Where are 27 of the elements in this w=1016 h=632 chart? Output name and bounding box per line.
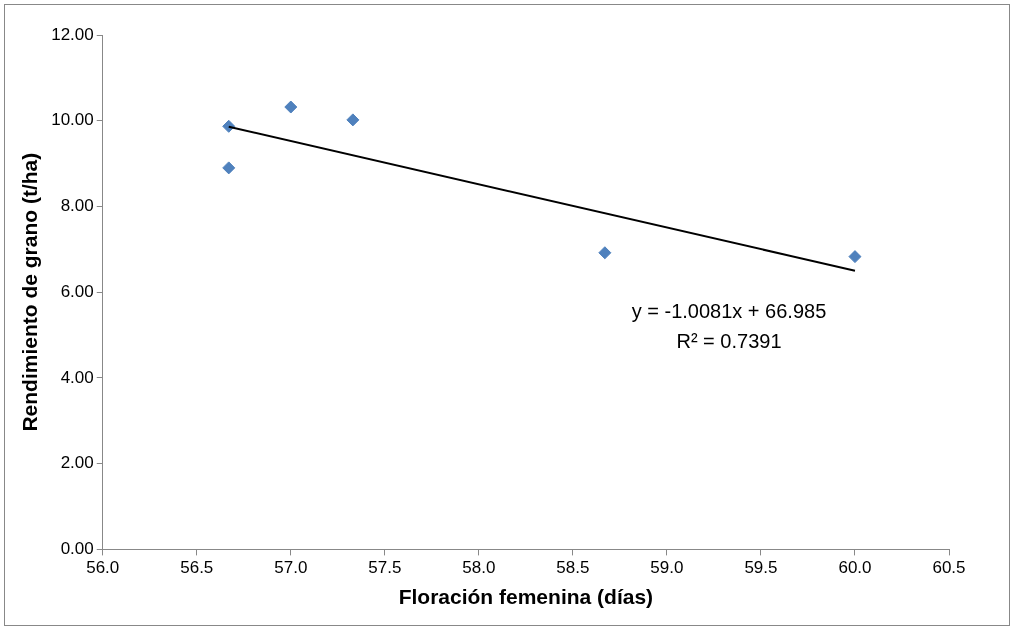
x-tick-label: 56.0 bbox=[86, 558, 120, 578]
point bbox=[848, 250, 862, 264]
point bbox=[598, 246, 612, 260]
x-tick-label: 59.5 bbox=[744, 558, 778, 578]
point bbox=[284, 100, 298, 114]
x-tick-label: 57.5 bbox=[368, 558, 402, 578]
y-tick-label: 2.00 bbox=[60, 453, 94, 473]
y-tick-label: 0.00 bbox=[60, 539, 94, 559]
point bbox=[346, 113, 360, 127]
x-axis-title: Floración femenina (días) bbox=[398, 585, 654, 609]
point bbox=[222, 119, 236, 133]
x-tick-label: 56.5 bbox=[180, 558, 214, 578]
y-tick-label: 8.00 bbox=[60, 196, 94, 216]
annotation: y = -1.0081x + 66.985 bbox=[631, 299, 827, 322]
y-tick-label: 12.00 bbox=[51, 24, 94, 44]
x-tick-label: 60.0 bbox=[838, 558, 872, 578]
x-tick-label: 58.5 bbox=[556, 558, 590, 578]
x-tick-label: 57.0 bbox=[274, 558, 308, 578]
x-tick-label: 58.0 bbox=[462, 558, 496, 578]
y-tick-label: 10.00 bbox=[51, 110, 94, 130]
point bbox=[222, 161, 236, 175]
x-tick-label: 60.5 bbox=[932, 558, 966, 578]
y-tick-label: 6.00 bbox=[60, 281, 94, 301]
y-axis-title: Rendimiento de grano (t/ha) bbox=[18, 152, 42, 432]
annotation: R² = 0.7391 bbox=[676, 329, 782, 352]
y-tick-label: 4.00 bbox=[60, 367, 94, 387]
x-tick-label: 59.0 bbox=[650, 558, 684, 578]
